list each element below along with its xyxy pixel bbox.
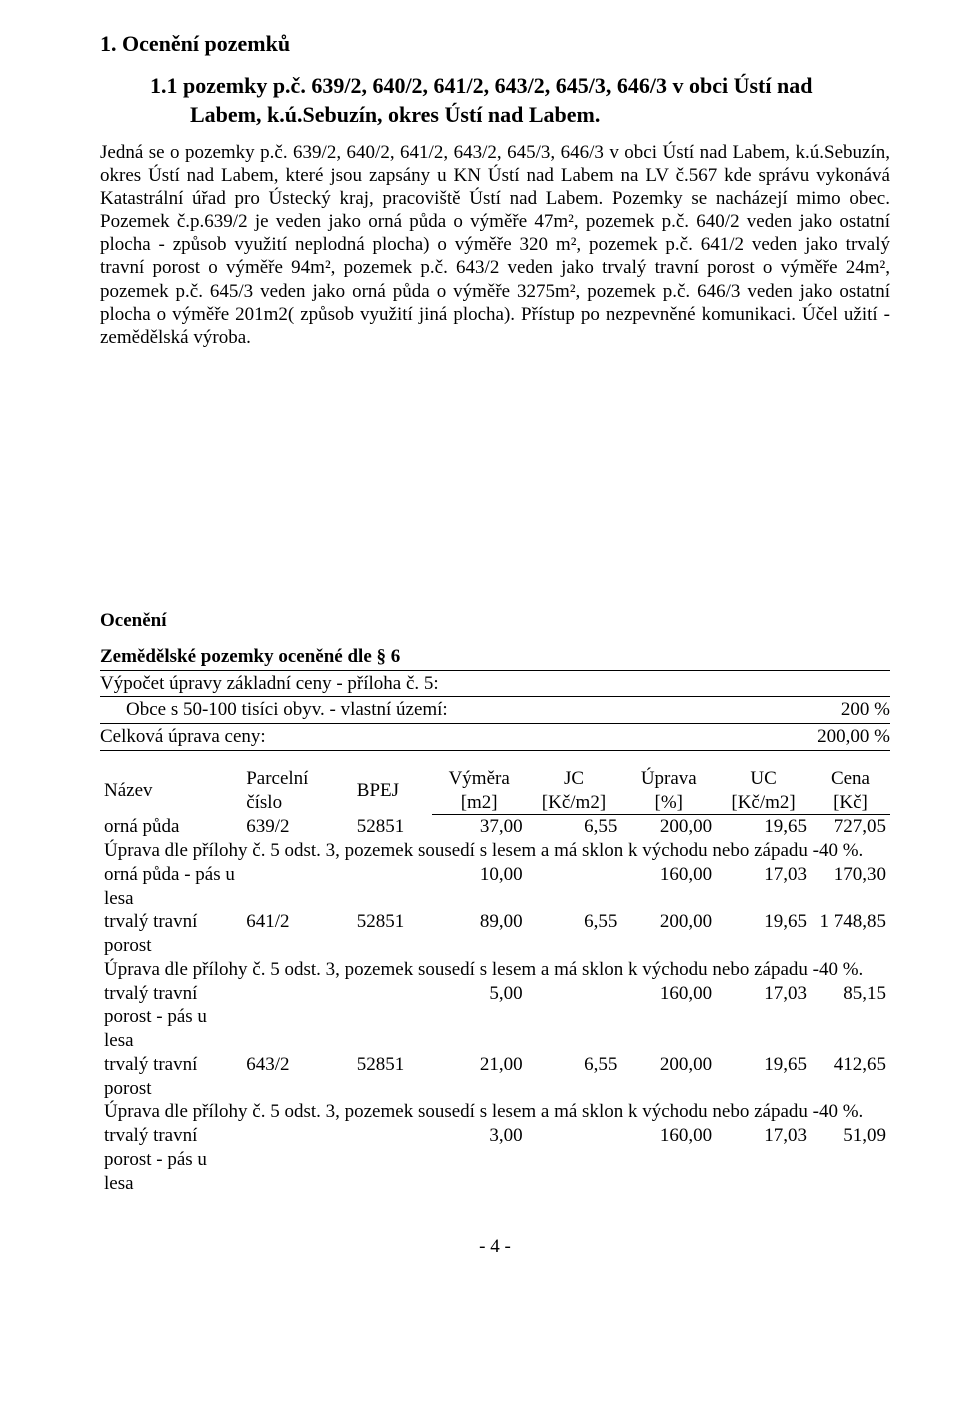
table-row: orná půda - pás u lesa 10,00 160,0017,0317… [100, 863, 890, 911]
divider [100, 670, 890, 671]
cell-b: 52851 [353, 910, 432, 958]
sub-heading: Zemědělské pozemky oceněné dle § 6 [100, 645, 890, 669]
th-uc-unit: [Kč/m2] [716, 791, 811, 815]
table-note-row: Úprava dle přílohy č. 5 odst. 3, pozemek… [100, 1100, 890, 1124]
celkova-row: Celková úprava ceny: 200,00 % [100, 725, 890, 749]
th-vymera: Výměra [432, 767, 527, 791]
th-jc-unit: [Kč/m2] [527, 791, 622, 815]
divider [100, 750, 890, 751]
th-vymera-unit: [m2] [432, 791, 527, 815]
cell-v: 3,00 [432, 1124, 527, 1195]
cell-c: 51,09 [811, 1124, 890, 1195]
cell-u: 200,00 [621, 910, 716, 958]
cell-uc: 19,65 [716, 815, 811, 839]
cell-p: 639/2 [242, 815, 353, 839]
th-cena: Cena [811, 767, 890, 791]
th-uprava: Úprava [621, 767, 716, 791]
cell-p [242, 982, 353, 1053]
cell-c: 412,65 [811, 1053, 890, 1101]
th-jc: JC [527, 767, 622, 791]
cell-u: 200,00 [621, 815, 716, 839]
cell-u: 200,00 [621, 1053, 716, 1101]
cell-u: 160,00 [621, 982, 716, 1053]
cell-p: 643/2 [242, 1053, 353, 1101]
cell-n: trvalý travní porost [100, 910, 242, 958]
cell-p [242, 863, 353, 911]
th-uprava-unit: [%] [621, 791, 716, 815]
cell-uc: 17,03 [716, 1124, 811, 1195]
note-cell: Úprava dle přílohy č. 5 odst. 3, pozemek… [100, 958, 890, 982]
data-table: Název Parcelní číslo BPEJ Výměra JC Úpra… [100, 767, 890, 1196]
cell-b [353, 863, 432, 911]
cell-v: 10,00 [432, 863, 527, 911]
page-number: - 4 - [100, 1235, 890, 1259]
cell-b: 52851 [353, 815, 432, 839]
cell-uc: 19,65 [716, 910, 811, 958]
cell-v: 5,00 [432, 982, 527, 1053]
cell-j: 6,55 [527, 815, 622, 839]
th-cena-unit: [Kč] [811, 791, 890, 815]
cell-c: 170,30 [811, 863, 890, 911]
table-row: trvalý travní porost - pás u lesa 5,00 160… [100, 982, 890, 1053]
note-cell: Úprava dle přílohy č. 5 odst. 3, pozemek… [100, 1100, 890, 1124]
spacer [100, 349, 890, 609]
th-uc: UC [716, 767, 811, 791]
cell-n: orná půda - pás u lesa [100, 863, 242, 911]
cell-b [353, 982, 432, 1053]
heading-2-line1: 1.1 pozemky p.č. 639/2, 640/2, 641/2, 64… [100, 72, 890, 100]
table-header-row-1: Název Parcelní číslo BPEJ Výměra JC Úpra… [100, 767, 890, 791]
table-note-row: Úprava dle přílohy č. 5 odst. 3, pozemek… [100, 839, 890, 863]
divider [100, 723, 890, 724]
th-nazev: Název [100, 767, 242, 815]
celkova-value: 200,00 % [730, 725, 890, 749]
cell-j [527, 982, 622, 1053]
cell-uc: 19,65 [716, 1053, 811, 1101]
table-row: trvalý travní porost - pás u lesa 3,00 160… [100, 1124, 890, 1195]
note-cell: Úprava dle přílohy č. 5 odst. 3, pozemek… [100, 839, 890, 863]
cell-c: 85,15 [811, 982, 890, 1053]
cell-v: 37,00 [432, 815, 527, 839]
table-row: trvalý travní porost641/25285189,006,552… [100, 910, 890, 958]
cell-j: 6,55 [527, 910, 622, 958]
table-row: trvalý travní porost643/25285121,006,552… [100, 1053, 890, 1101]
cell-j: 6,55 [527, 1053, 622, 1101]
divider [100, 696, 890, 697]
cell-c: 727,05 [811, 815, 890, 839]
cell-p [242, 1124, 353, 1195]
cell-v: 89,00 [432, 910, 527, 958]
th-bpej: BPEJ [353, 767, 432, 815]
obce-row: Obce s 50-100 tisíci obyv. - vlastní úze… [100, 698, 890, 722]
oceneni-heading: Ocenění [100, 609, 890, 633]
cell-n: trvalý travní porost [100, 1053, 242, 1101]
cell-c: 1 748,85 [811, 910, 890, 958]
cell-u: 160,00 [621, 1124, 716, 1195]
cell-uc: 17,03 [716, 863, 811, 911]
cell-j [527, 1124, 622, 1195]
cell-b [353, 1124, 432, 1195]
calc-label: Výpočet úpravy základní ceny - příloha č… [100, 672, 890, 696]
cell-b: 52851 [353, 1053, 432, 1101]
cell-v: 21,00 [432, 1053, 527, 1101]
celkova-label: Celková úprava ceny: [100, 725, 730, 749]
table-row: orná půda639/25285137,006,55200,0019,657… [100, 815, 890, 839]
obce-value: 200 % [730, 698, 890, 722]
intro-paragraph: Jedná se o pozemky p.č. 639/2, 640/2, 64… [100, 141, 890, 350]
cell-p: 641/2 [242, 910, 353, 958]
cell-n: trvalý travní porost - pás u lesa [100, 982, 242, 1053]
cell-n: trvalý travní porost - pás u lesa [100, 1124, 242, 1195]
table-note-row: Úprava dle přílohy č. 5 odst. 3, pozemek… [100, 958, 890, 982]
cell-n: orná půda [100, 815, 242, 839]
heading-2-line2: Labem, k.ú.Sebuzín, okres Ústí nad Labem… [100, 101, 890, 129]
cell-uc: 17,03 [716, 982, 811, 1053]
obce-label: Obce s 50-100 tisíci obyv. - vlastní úze… [100, 698, 730, 722]
heading-1: 1. Ocenění pozemků [100, 30, 890, 58]
th-parc: Parcelní číslo [242, 767, 353, 815]
cell-u: 160,00 [621, 863, 716, 911]
cell-j [527, 863, 622, 911]
page-container: 1. Ocenění pozemků 1.1 pozemky p.č. 639/… [0, 0, 960, 1299]
